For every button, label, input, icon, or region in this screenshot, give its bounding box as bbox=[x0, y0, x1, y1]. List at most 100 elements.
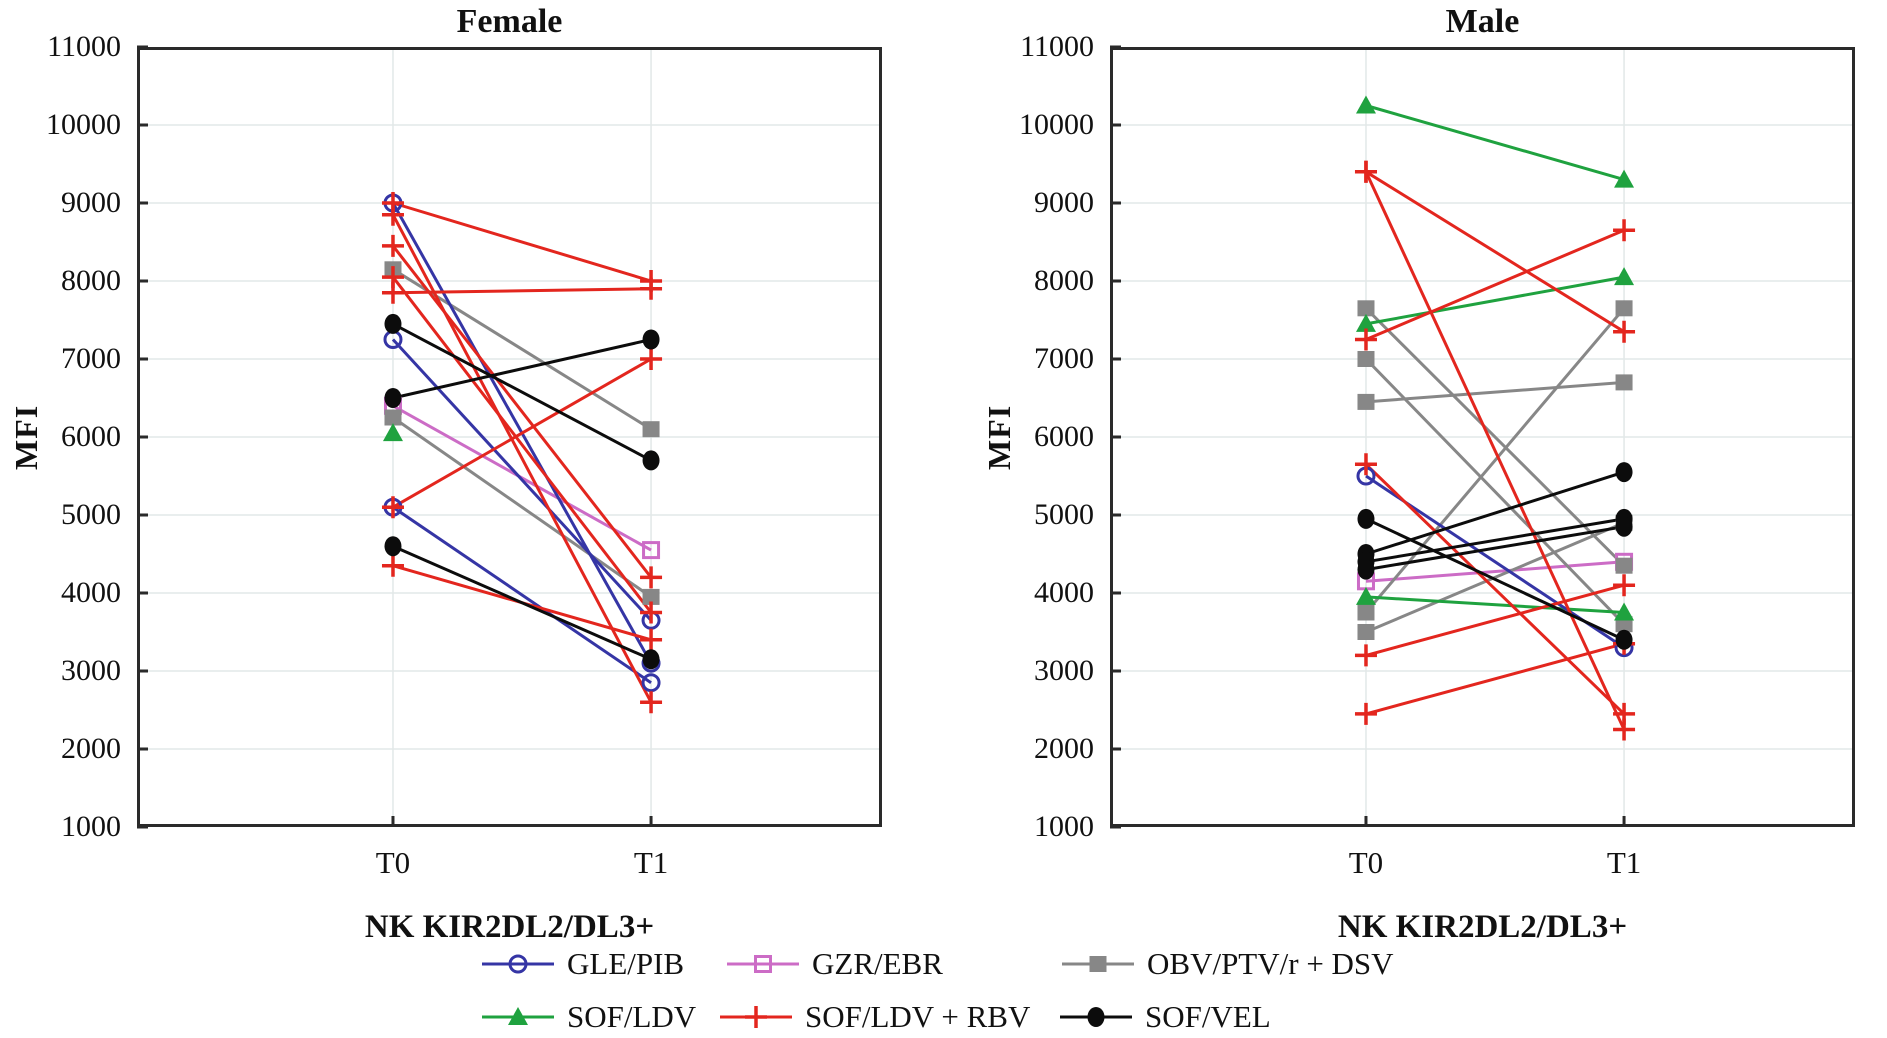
marker-triangle-filled bbox=[1355, 586, 1376, 605]
y-tick-label: 9000 bbox=[1034, 186, 1094, 219]
series-line bbox=[391, 213, 653, 703]
marker-square-filled bbox=[1357, 393, 1375, 410]
marker-square-filled bbox=[1615, 374, 1633, 391]
legend-label: SOF/VEL bbox=[1145, 999, 1271, 1034]
y-tick-label: 6000 bbox=[1034, 420, 1094, 453]
y-tick-label: 2000 bbox=[1034, 732, 1094, 765]
series-line bbox=[1365, 517, 1625, 564]
y-tick-label: 4000 bbox=[1034, 576, 1094, 609]
panel-female: Female NK KIR2DL2/DL3+ MFI 1000 2000 3000 4… bbox=[8, 3, 882, 945]
marker-square-filled bbox=[642, 421, 660, 438]
series-line bbox=[1365, 170, 1625, 333]
y-tick-label: 1000 bbox=[61, 810, 121, 843]
marker-square-open bbox=[642, 541, 661, 560]
legend-marker-square-icon bbox=[1062, 956, 1134, 972]
legend-item-sof-ldv: SOF/LDV bbox=[480, 1000, 696, 1034]
y-tick-label: 7000 bbox=[1034, 342, 1094, 375]
marker-triangle-filled bbox=[1614, 169, 1635, 188]
marker-plus bbox=[381, 203, 404, 226]
legend-item-sof-vel: SOF/VEL bbox=[1058, 1000, 1271, 1034]
legend-label: SOF/LDV + RBV bbox=[805, 999, 1031, 1034]
marker-triangle-filled bbox=[1614, 267, 1635, 286]
legend-item-gzr-ebr: GZR/EBR bbox=[725, 947, 943, 981]
marker-circle-filled bbox=[1357, 508, 1375, 529]
legend-marker-triangle-icon bbox=[482, 1007, 554, 1025]
marker-plus bbox=[745, 1006, 767, 1028]
marker-circle-filled bbox=[1357, 559, 1375, 580]
series-line bbox=[392, 338, 652, 400]
plot-area-female bbox=[137, 45, 882, 829]
series-line bbox=[1365, 521, 1625, 634]
series-line bbox=[392, 322, 652, 462]
series-line bbox=[392, 201, 652, 283]
marker-circle-filled bbox=[1615, 462, 1633, 483]
x-tick-label: T1 bbox=[1606, 845, 1642, 880]
y-tick-label: 2000 bbox=[61, 732, 121, 765]
marker-square-open bbox=[754, 955, 772, 973]
legend-marker-square-open-icon bbox=[727, 955, 799, 973]
marker-circle-filled bbox=[384, 536, 402, 557]
legend-marker-circle-open-icon bbox=[482, 954, 554, 974]
marker-square-filled bbox=[1089, 956, 1107, 972]
series-line bbox=[1365, 104, 1625, 182]
panel-male: Male NK KIR2DL2/DL3+ MFI 1000 2000 3000 400… bbox=[981, 3, 1855, 945]
marker-circle-filled bbox=[642, 649, 660, 670]
y-tick-label: 4000 bbox=[61, 576, 121, 609]
marker-square-filled bbox=[1357, 300, 1375, 317]
marker-plus bbox=[640, 566, 663, 589]
series-line bbox=[1365, 595, 1625, 614]
marker-plus bbox=[1613, 320, 1636, 343]
panel-title-female: Female bbox=[456, 3, 563, 40]
series-line bbox=[1365, 642, 1625, 716]
marker-triangle-filled bbox=[1355, 313, 1376, 332]
y-tick-label: 6000 bbox=[61, 420, 121, 453]
marker-circle-open bbox=[508, 954, 528, 974]
legend-label: GZR/EBR bbox=[812, 946, 943, 981]
plot-area-male bbox=[1110, 45, 1855, 829]
series-line bbox=[391, 244, 653, 579]
legend-label: SOF/LDV bbox=[567, 999, 697, 1034]
marker-plus bbox=[640, 277, 663, 300]
marker-plus bbox=[381, 496, 404, 519]
marker-circle-filled bbox=[384, 388, 402, 408]
panel-title-male: Male bbox=[1445, 3, 1520, 40]
series-line bbox=[1364, 357, 1626, 626]
y-tick-label: 9000 bbox=[61, 186, 121, 219]
marker-square-filled bbox=[1357, 624, 1375, 640]
x-tick-label: T1 bbox=[633, 845, 669, 880]
legend-marker-plus-icon bbox=[720, 1006, 792, 1028]
y-tick-label: 3000 bbox=[61, 654, 121, 687]
series-line bbox=[391, 276, 653, 614]
marker-plus bbox=[1613, 219, 1636, 242]
legend-item-gle-pib: GLE/PIB bbox=[480, 947, 684, 981]
marker-circle-filled bbox=[1087, 1007, 1105, 1027]
series-line bbox=[1364, 463, 1626, 715]
marker-circle-filled bbox=[642, 450, 660, 471]
series-line bbox=[1364, 307, 1626, 567]
marker-square-filled bbox=[1357, 604, 1375, 621]
y-tick-label: 11000 bbox=[47, 30, 121, 63]
series-line bbox=[1365, 228, 1625, 341]
marker-plus bbox=[640, 691, 663, 714]
y-tick-label: 10000 bbox=[1019, 108, 1094, 141]
marker-plus bbox=[1354, 702, 1377, 725]
y-tick-label: 1000 bbox=[1034, 810, 1094, 843]
marker-square-filled bbox=[384, 409, 402, 426]
y-tick-label: 8000 bbox=[61, 264, 121, 297]
x-axis-title-male: NK KIR2DL2/DL3+ bbox=[1337, 909, 1628, 945]
x-tick-label: T0 bbox=[375, 845, 411, 880]
marker-square-filled bbox=[642, 588, 660, 605]
series-line bbox=[391, 338, 653, 622]
marker-plus bbox=[1613, 574, 1636, 597]
series-line bbox=[1364, 171, 1626, 731]
marker-circle-filled bbox=[642, 329, 660, 350]
marker-plus bbox=[640, 601, 663, 624]
legend-label: OBV/PTV/r + DSV bbox=[1147, 946, 1394, 981]
series-line bbox=[1365, 470, 1625, 556]
series-line bbox=[1364, 307, 1626, 614]
series-line bbox=[392, 287, 652, 295]
legend-marker-circle-icon bbox=[1060, 1007, 1132, 1027]
marker-plus bbox=[381, 234, 404, 257]
y-tick-label: 5000 bbox=[61, 498, 121, 531]
y-tick-label: 7000 bbox=[61, 342, 121, 375]
